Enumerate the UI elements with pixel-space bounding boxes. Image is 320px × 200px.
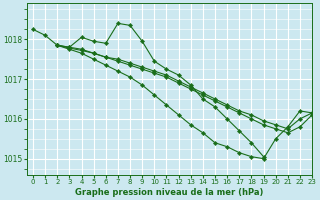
X-axis label: Graphe pression niveau de la mer (hPa): Graphe pression niveau de la mer (hPa) [75,188,264,197]
